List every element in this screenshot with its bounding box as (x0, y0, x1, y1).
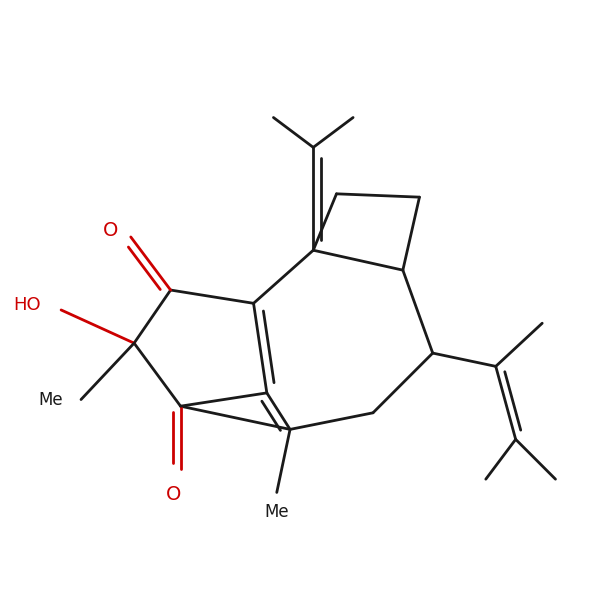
Text: O: O (166, 485, 182, 504)
Text: Me: Me (39, 391, 64, 409)
Text: HO: HO (13, 296, 40, 314)
Text: Me: Me (265, 503, 289, 521)
Text: O: O (103, 221, 119, 240)
